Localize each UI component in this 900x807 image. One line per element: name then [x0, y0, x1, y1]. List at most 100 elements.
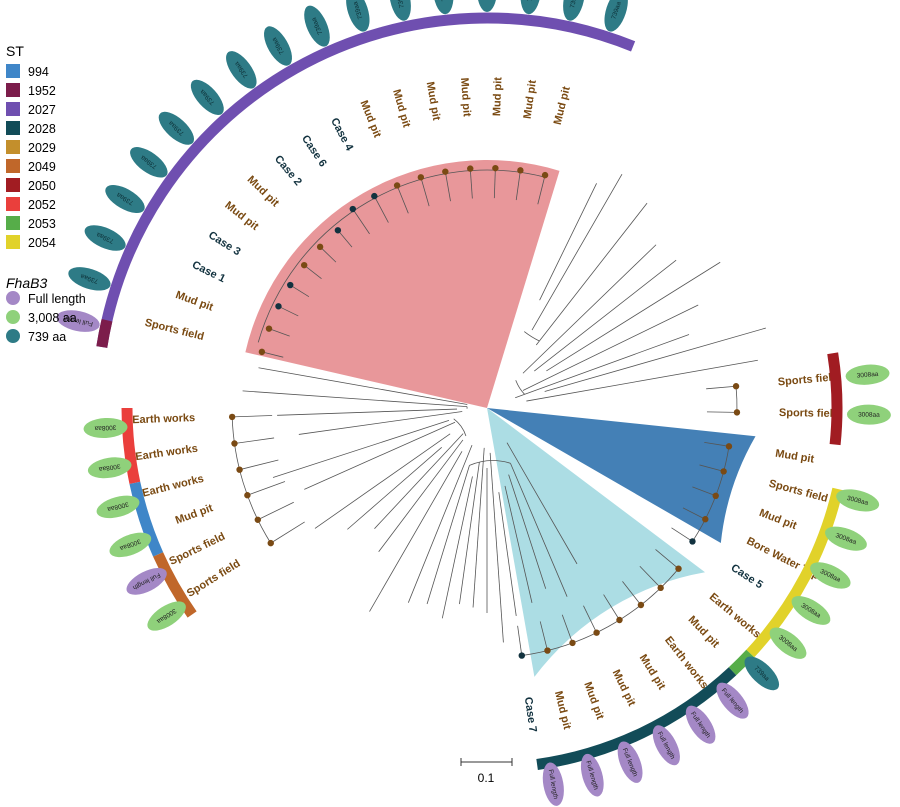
oval-shape: [617, 741, 643, 783]
st-swatch: [6, 235, 20, 249]
st-swatch: [6, 140, 20, 154]
oval-shape: [147, 601, 186, 631]
st-arc-2027: [96, 12, 636, 348]
oval-shape: [825, 526, 867, 551]
oval-shape: [846, 404, 891, 425]
scale-bar-label: 0.1: [478, 771, 495, 785]
fhab3-oval-full: Full length: [126, 568, 167, 595]
oval-label: 739aa: [527, 0, 536, 2]
oval-shape: [56, 310, 100, 332]
site-label: Earth works: [132, 412, 195, 426]
case-label: Case 2: [272, 153, 304, 188]
fhab3-oval-a739: 739aa: [304, 5, 330, 47]
oval-shape: [685, 705, 716, 744]
fhab3-oval-a739: 739aa: [478, 0, 496, 12]
case-label: Case 6: [299, 133, 329, 169]
oval-shape: [604, 0, 628, 32]
fhab3-oval-full: Full length: [580, 753, 604, 797]
oval-shape: [478, 0, 496, 12]
tip-branch: [517, 625, 523, 656]
oval-shape: [652, 725, 680, 766]
st-legend-label: 2054: [28, 236, 56, 250]
site-label: Earth works: [707, 591, 763, 641]
tree-branch: [314, 433, 451, 529]
tip-branch: [539, 621, 548, 651]
tip-branch: [603, 594, 620, 621]
tip-branch: [692, 486, 716, 497]
site-dot: [265, 325, 273, 332]
site-dot: [417, 174, 425, 181]
case-dot: [275, 303, 282, 310]
fhab3-oval-a3008: 3008aa: [147, 601, 186, 631]
site-dot: [569, 639, 576, 647]
tree-branch: [524, 331, 540, 342]
tree-branch: [453, 418, 467, 437]
tip-branch: [420, 177, 430, 207]
oval-shape: [304, 5, 330, 47]
site-dot: [732, 383, 740, 390]
fhab3-oval-full: Full length: [685, 705, 716, 744]
tip-branch: [232, 415, 273, 418]
tree-branch: [546, 261, 721, 372]
fhab3-oval-a3008: 3008aa: [109, 532, 152, 558]
case-dot: [371, 192, 378, 200]
tip-branch: [444, 171, 451, 202]
tip-branch: [303, 264, 322, 280]
oval-shape: [845, 364, 890, 385]
fhab3-swatch: [6, 310, 20, 324]
oval-shape: [716, 682, 749, 719]
tip-branch: [337, 230, 353, 248]
fhab3-oval-a739: 739aa: [346, 0, 370, 32]
tree-branch: [407, 444, 473, 603]
st-swatch: [6, 102, 20, 116]
site-label: Mud pit: [610, 668, 638, 709]
oval-shape: [744, 656, 780, 691]
oval-shape: [264, 26, 292, 66]
st-arc-2054: [746, 487, 844, 658]
tip-branch: [278, 305, 299, 317]
site-label: Mud pit: [774, 448, 815, 466]
tree-branch: [515, 380, 525, 395]
oval-shape: [563, 0, 585, 21]
clade-fan-cyan: [487, 408, 706, 677]
site-label: Mud pit: [390, 88, 412, 129]
fhab3-ovals: 739aa739aa739aa739aa739aa739aa739aa739aa…: [56, 0, 891, 806]
st-arc-2053: [728, 649, 755, 676]
tip-branch: [290, 284, 310, 298]
tip-branch: [583, 605, 597, 633]
site-label: Mud pit: [686, 614, 722, 651]
tree-branch: [489, 452, 504, 643]
oval-shape: [190, 79, 224, 116]
oval-shape: [68, 267, 111, 291]
tip-arc: [257, 169, 545, 343]
clade-fan-red: [245, 160, 560, 408]
site-dot: [733, 409, 741, 416]
tip-branch: [261, 351, 284, 358]
tip-branch: [671, 527, 693, 542]
st-legend-label: 2050: [28, 179, 56, 193]
fhab3-legend-title: FhaB3: [6, 275, 47, 291]
tip-branch: [396, 185, 409, 214]
oval-shape: [96, 495, 140, 519]
st-arcs: [96, 12, 844, 770]
site-dot: [258, 348, 266, 356]
tip-arc: [231, 416, 272, 544]
st-swatch: [6, 197, 20, 211]
tree-branch: [378, 439, 464, 552]
oval-shape: [346, 0, 370, 32]
st-arc-2049: [153, 552, 197, 618]
site-label: Earth works: [662, 634, 710, 691]
st-arc-994: [129, 481, 164, 557]
tree-branch: [298, 411, 463, 435]
tree-branch: [441, 476, 473, 619]
oval-label: 739aa: [439, 0, 448, 2]
fhab3-oval-a739: 739aa: [68, 267, 111, 291]
fhab3-oval-a3008: 3008aa: [791, 596, 831, 625]
site-label: Mud pit: [458, 77, 473, 117]
tree-branch: [304, 421, 456, 490]
oval-shape: [130, 147, 168, 178]
tree-branch: [535, 202, 648, 346]
fhab3-oval-a739: 739aa: [190, 79, 224, 116]
st-arc-2028: [536, 667, 737, 770]
tip-branch: [493, 168, 496, 199]
